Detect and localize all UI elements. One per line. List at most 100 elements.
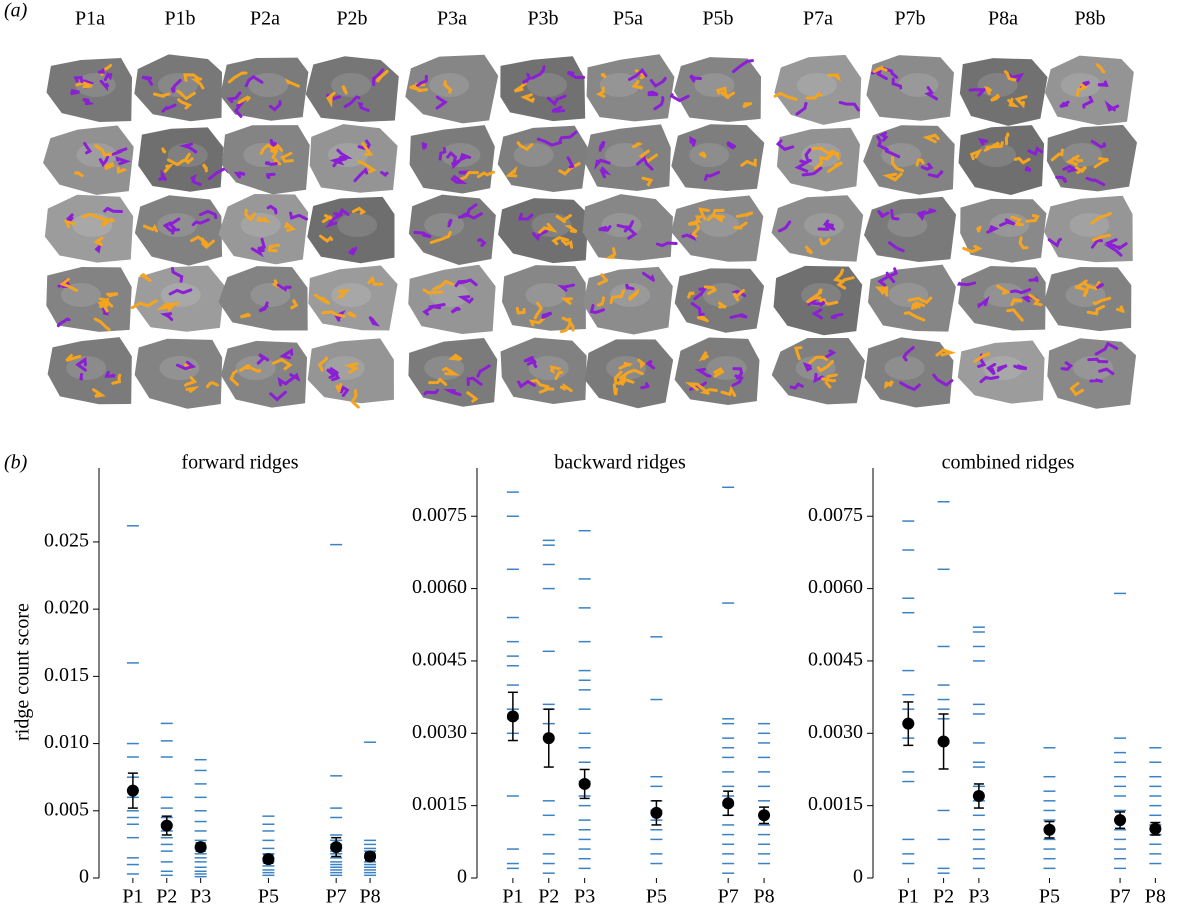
tile-image: [133, 265, 225, 332]
ridge-trace: [115, 156, 131, 166]
tile-image: [138, 127, 224, 192]
ridge-trace: [237, 95, 251, 104]
ridge-trace: [832, 268, 845, 284]
tile-highlight: [898, 73, 939, 97]
y-tick-label: 0: [457, 866, 467, 888]
ridge-trace: [640, 382, 650, 390]
ridge-trace: [371, 68, 385, 87]
ridge-trace: [560, 297, 573, 306]
column-label: P3a: [437, 8, 467, 30]
ridge-trace: [907, 296, 933, 305]
tile-image: [863, 125, 955, 195]
ridge-trace: [1014, 95, 1028, 109]
ridge-trace: [618, 368, 645, 380]
tile-image: [305, 56, 399, 122]
ridge-trace: [693, 286, 709, 301]
ridge-trace: [326, 368, 337, 379]
ridge-trace: [616, 375, 627, 386]
ridge-trace: [432, 279, 455, 291]
ridge-trace: [443, 388, 462, 397]
ridge-trace: [367, 275, 384, 286]
ridge-trace: [801, 166, 823, 177]
tile: [583, 266, 673, 335]
ridge-trace: [1090, 238, 1104, 249]
y-tick-label: 0.0015: [808, 793, 863, 815]
ridge-trace: [598, 140, 606, 152]
ridge-trace: [1055, 175, 1068, 184]
y-tick-label: 0.0075: [412, 504, 467, 526]
tile: [500, 56, 586, 122]
ridge-trace: [554, 370, 564, 381]
ridge-trace: [238, 364, 250, 372]
ridge-trace: [795, 101, 808, 116]
ridge-trace: [616, 220, 635, 229]
mean-marker: [937, 735, 950, 748]
ridge-trace: [161, 103, 177, 113]
x-tick-label: P8: [359, 886, 380, 908]
x-tick-label: P2: [156, 886, 177, 908]
ridge-trace: [1082, 286, 1089, 298]
ridge-trace: [977, 295, 990, 309]
tile: [956, 265, 1046, 331]
x-tick-label: P2: [933, 886, 954, 908]
ridge-trace: [457, 212, 483, 220]
tile-image: [307, 196, 395, 264]
column-label: P7b: [894, 8, 925, 30]
ridge-trace: [877, 271, 890, 287]
ridge-trace: [103, 206, 123, 214]
ridge-trace: [818, 237, 831, 246]
tile: [501, 265, 586, 334]
tile: [134, 54, 223, 122]
ridge-trace: [158, 169, 167, 181]
tile-highlight: [525, 283, 566, 307]
ridge-trace: [551, 236, 570, 246]
ridge-trace: [450, 175, 468, 185]
ridge-trace: [226, 91, 242, 103]
tile-highlight: [157, 73, 198, 97]
ridge-trace: [624, 283, 635, 291]
tile: [43, 125, 134, 195]
ridge-trace: [177, 98, 193, 110]
tile: [958, 125, 1045, 196]
ridge-trace: [808, 355, 828, 365]
ridge-trace: [924, 86, 939, 101]
ridge-trace: [461, 203, 478, 217]
tile: [674, 337, 760, 406]
ridge-trace: [641, 271, 655, 282]
ridge-trace: [247, 364, 262, 374]
tile-highlight: [440, 143, 481, 167]
ridge-trace: [890, 208, 900, 221]
tile-image: [583, 266, 673, 335]
ridge-trace: [817, 222, 836, 231]
ridge-trace: [1050, 148, 1064, 162]
ridge-trace: [191, 77, 205, 90]
ridge-trace: [922, 133, 940, 144]
tile-highlight: [331, 73, 372, 97]
ridge-trace: [1062, 164, 1079, 173]
ridge-trace: [1059, 100, 1070, 108]
y-tick-label: 0.010: [44, 731, 89, 753]
tile: [669, 57, 761, 122]
mean-marker: [1043, 823, 1056, 836]
ridge-trace: [541, 311, 553, 319]
ridge-trace: [317, 356, 328, 372]
ridge-trace: [609, 289, 625, 305]
ridge-trace: [694, 367, 712, 378]
mean-marker: [194, 841, 207, 854]
tile-image: [501, 265, 586, 331]
ridge-trace: [990, 93, 1000, 102]
ridge-trace: [805, 91, 823, 100]
ridge-trace: [271, 358, 293, 371]
ridge-trace: [984, 86, 992, 95]
ridge-trace: [111, 373, 122, 385]
ridge-trace: [596, 296, 605, 307]
mean-marker: [578, 777, 591, 790]
ridge-trace: [689, 74, 702, 83]
ridge-trace: [141, 75, 154, 86]
mean-marker: [330, 841, 343, 854]
tile: [307, 338, 394, 409]
ridge-trace: [884, 380, 894, 390]
ridge-trace: [163, 163, 174, 173]
ridge-trace: [456, 171, 479, 182]
